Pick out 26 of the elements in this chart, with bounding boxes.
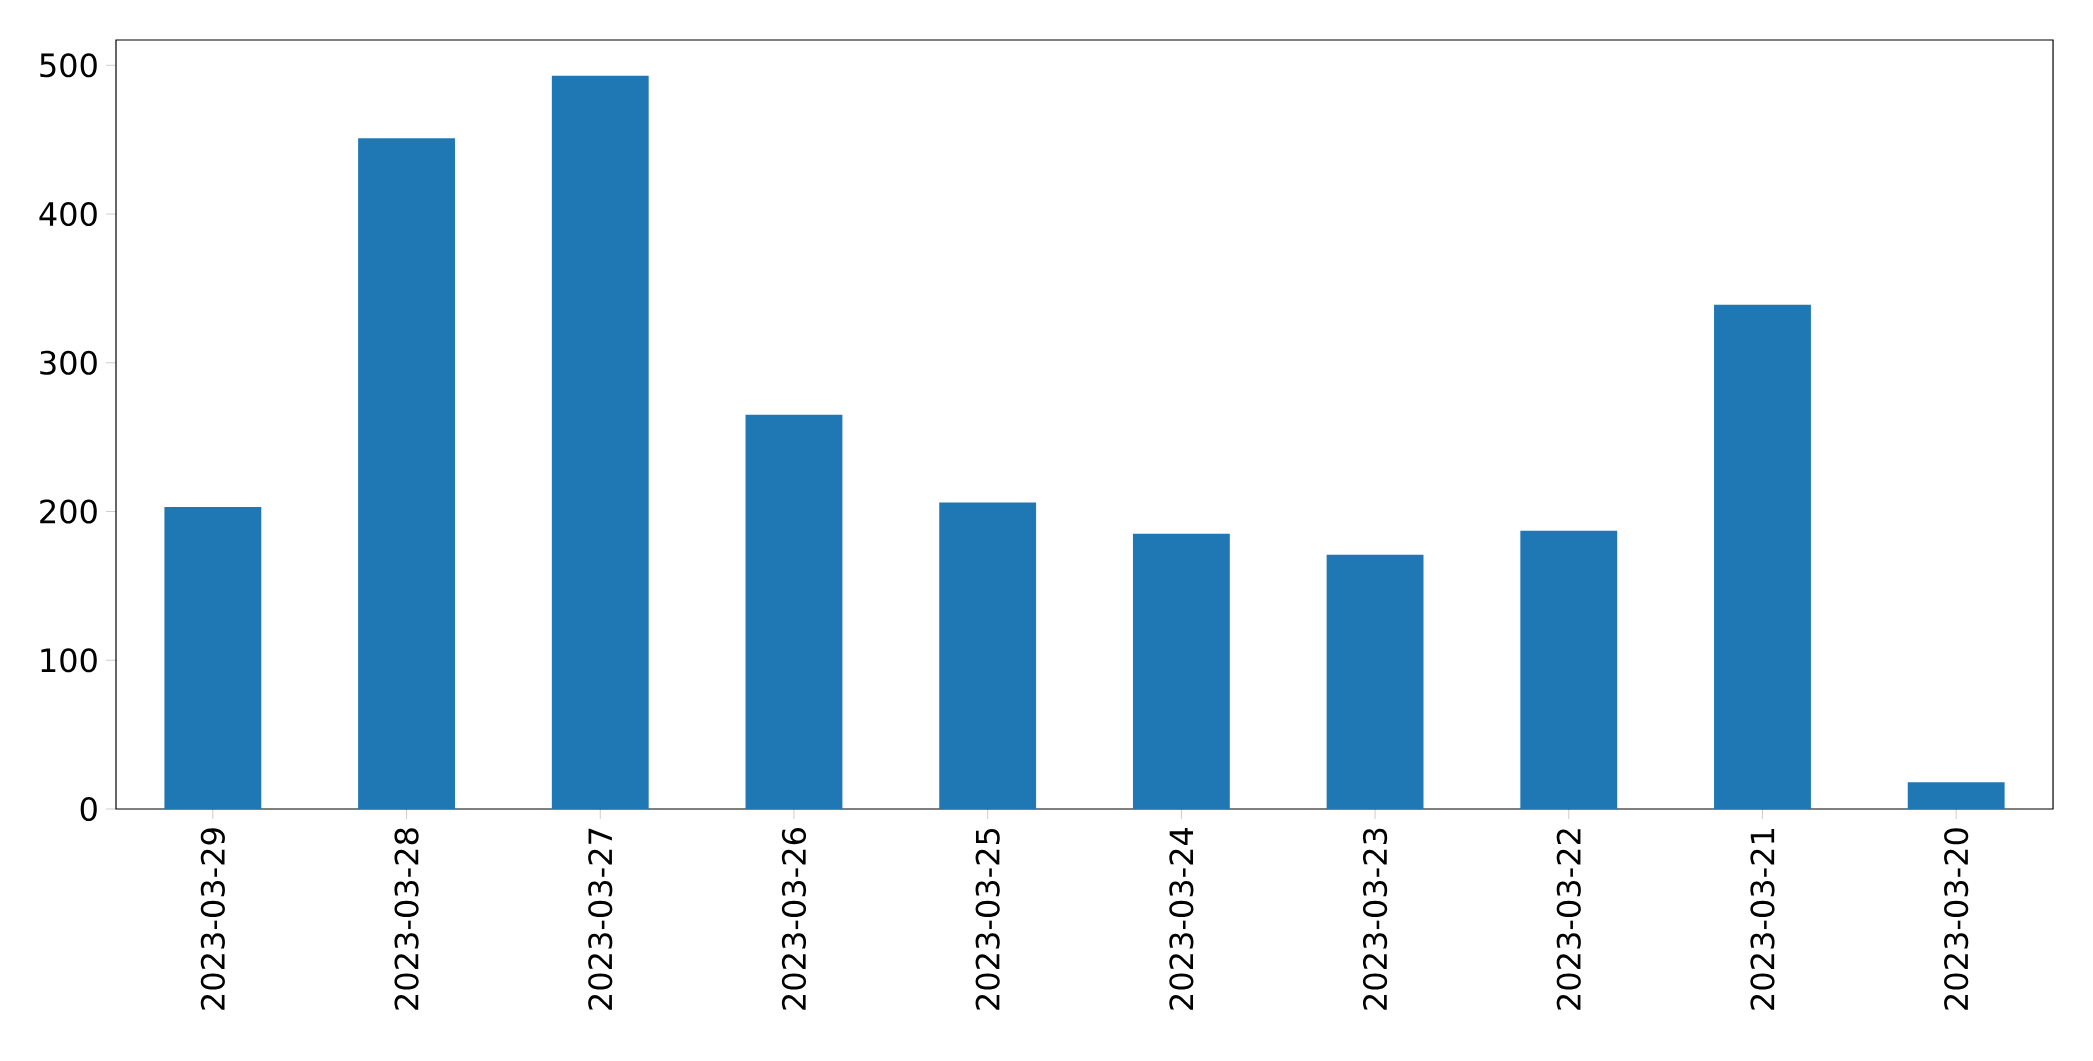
bar bbox=[358, 138, 455, 809]
x-tick-label: 2023-03-21 bbox=[1750, 829, 1775, 1010]
bar bbox=[745, 414, 843, 809]
x-tick-label: 2023-03-26 bbox=[781, 828, 807, 1010]
y-tick-label: 200 bbox=[40, 499, 97, 524]
x-tick-label: 2023-03-27 bbox=[588, 828, 613, 1010]
bar bbox=[551, 75, 649, 809]
bar bbox=[1714, 304, 1811, 809]
bar bbox=[1520, 530, 1618, 809]
y-tick-label: 500 bbox=[40, 53, 97, 78]
y-tick-label: 400 bbox=[39, 201, 97, 227]
y-tick-label: 100 bbox=[41, 648, 97, 673]
x-tick-label: 2023-03-25 bbox=[975, 828, 1000, 1010]
x-tick-label: 2023-03-29 bbox=[200, 828, 225, 1010]
y-tick-label: 0 bbox=[80, 796, 97, 822]
bar bbox=[1132, 533, 1230, 809]
bar bbox=[1326, 554, 1424, 809]
y-tick-label: 300 bbox=[40, 350, 97, 375]
x-tick-label: 2023-03-20 bbox=[1944, 828, 1969, 1010]
bar bbox=[939, 502, 1037, 809]
x-tick-label: 2023-03-28 bbox=[394, 828, 419, 1010]
x-tick-label: 2023-03-23 bbox=[1362, 828, 1388, 1010]
bar bbox=[164, 507, 262, 809]
x-tick-label: 2023-03-22 bbox=[1556, 829, 1581, 1010]
bar bbox=[1907, 782, 2005, 809]
x-tick-label: 2023-03-24 bbox=[1169, 827, 1194, 1010]
